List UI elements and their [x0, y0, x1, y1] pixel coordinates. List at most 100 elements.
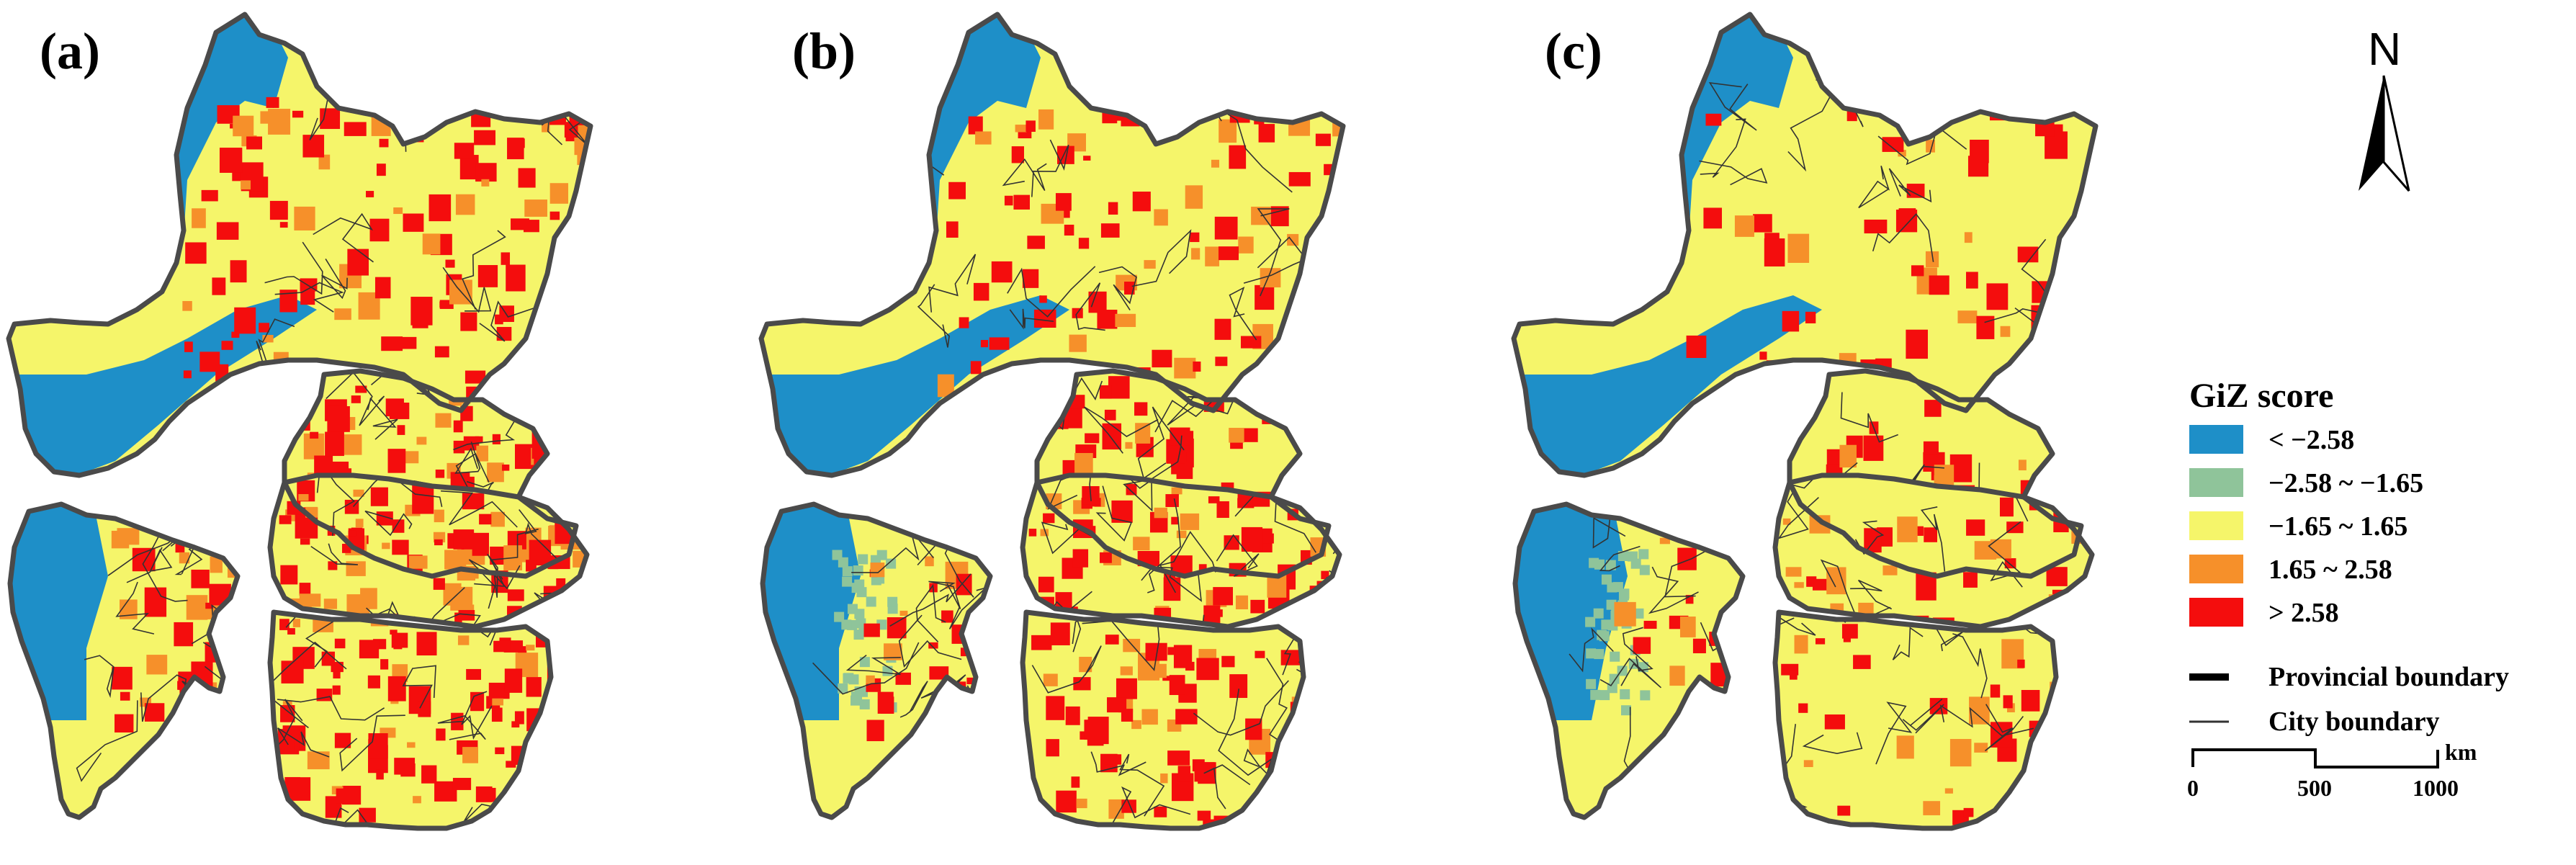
hot-cell — [1043, 513, 1055, 524]
hot-cell — [1815, 638, 1826, 645]
hot-cell — [1882, 137, 1904, 152]
panel-label-3: (c) — [1545, 22, 1602, 80]
hot-cell — [1154, 209, 1168, 226]
hot-cell — [234, 307, 256, 334]
hot-cell — [221, 341, 233, 350]
cool-cell — [1638, 549, 1649, 560]
hot-cell — [1033, 363, 1046, 372]
hot-cell — [418, 702, 431, 717]
city-boundary — [270, 699, 303, 757]
hot-cell — [1043, 673, 1058, 686]
hot-cell — [455, 194, 475, 215]
hot-cell — [2000, 326, 2011, 337]
hot-cell — [1079, 656, 1092, 673]
hot-cell — [1085, 433, 1100, 444]
city-boundary — [277, 727, 330, 758]
hot-cell — [570, 504, 582, 519]
hot-cell — [336, 788, 349, 804]
hot-cell — [1099, 552, 1112, 563]
cool-cell — [1633, 608, 1644, 619]
city-boundary — [1840, 392, 1898, 443]
hot-cell — [549, 477, 570, 503]
city-boundary — [453, 418, 517, 451]
hot-cell — [1260, 381, 1273, 390]
hot-cell — [590, 384, 591, 403]
hot-cell — [1050, 622, 1070, 645]
hot-cell — [565, 592, 587, 620]
city-boundary — [1599, 658, 1662, 689]
legend: GiZ score < −2.58 −2.58 ~ −1.65 −1.65 ~ 1.… — [2189, 377, 2509, 737]
hot-cell — [412, 484, 434, 514]
hot-cell — [1055, 376, 1072, 393]
hot-cell — [2065, 384, 2081, 398]
hot-cell — [403, 213, 424, 232]
hot-cell — [333, 671, 341, 678]
cool-cell — [859, 699, 870, 709]
hot-cell — [199, 351, 220, 372]
hot-cell — [368, 733, 388, 759]
hot-cell — [1307, 460, 1324, 477]
hot-cell — [462, 747, 478, 763]
hot-cell — [528, 737, 547, 756]
hot-cell — [1046, 739, 1059, 757]
hot-cell — [983, 385, 1006, 403]
cool-cell — [866, 596, 876, 607]
hot-cell — [1171, 516, 1179, 525]
hot-cell — [443, 583, 462, 606]
hot-cell — [1160, 773, 1168, 784]
hot-cell — [1028, 529, 1037, 537]
hot-cell — [1196, 658, 1219, 681]
hot-cell — [112, 666, 133, 690]
hot-cell — [1906, 184, 1925, 198]
city-boundary — [1728, 676, 1743, 739]
hot-cell — [1824, 714, 1845, 730]
city-boundary — [1109, 475, 1155, 512]
hot-cell — [216, 222, 239, 240]
legend-title: GiZ score — [2189, 377, 2333, 415]
cool-cell — [856, 618, 866, 629]
city-boundary — [1031, 645, 1102, 694]
hot-cell — [1169, 675, 1185, 695]
hot-cell — [2046, 567, 2068, 586]
hot-cell — [1295, 492, 1314, 506]
hot-cell — [280, 565, 298, 585]
city-boundary — [1888, 168, 1932, 203]
hot-cell — [1163, 577, 1181, 601]
hot-cell — [1105, 635, 1119, 645]
hot-cell — [260, 111, 275, 124]
cool-cell — [834, 611, 845, 622]
hot-cell — [526, 560, 537, 572]
hot-cell — [1924, 400, 1942, 417]
hot-cell — [1033, 309, 1056, 328]
hot-cell — [1764, 238, 1785, 266]
hot-cell — [370, 487, 388, 506]
hot-cell — [960, 647, 969, 657]
cool-cell — [887, 596, 898, 607]
hot-cell — [1679, 617, 1696, 637]
map-panel-1: (a) — [0, 0, 720, 864]
hot-cell — [1205, 246, 1220, 266]
hot-cell — [1929, 698, 1948, 714]
hot-cell — [980, 340, 989, 348]
hot-cell — [397, 425, 405, 435]
hot-cell — [228, 627, 238, 638]
hot-cell — [1944, 788, 1953, 794]
hot-cell — [567, 359, 579, 369]
panel-label-1: (a) — [40, 22, 100, 80]
hot-cell — [205, 602, 214, 609]
hot-cell — [344, 122, 367, 136]
hot-cell — [192, 208, 206, 228]
legend-line-label: City boundary — [2268, 707, 2440, 737]
hot-cell — [2006, 521, 2024, 534]
cool-cell — [1599, 690, 1610, 701]
hot-cell — [560, 468, 576, 487]
hot-cell — [2004, 558, 2016, 569]
city-boundary — [285, 612, 338, 668]
hot-cell — [2017, 246, 2039, 263]
city-boundary — [1131, 229, 1192, 287]
hot-cell — [496, 326, 512, 341]
cool-cell — [882, 665, 893, 676]
city-boundary — [549, 264, 589, 302]
hot-cell — [1173, 645, 1193, 668]
